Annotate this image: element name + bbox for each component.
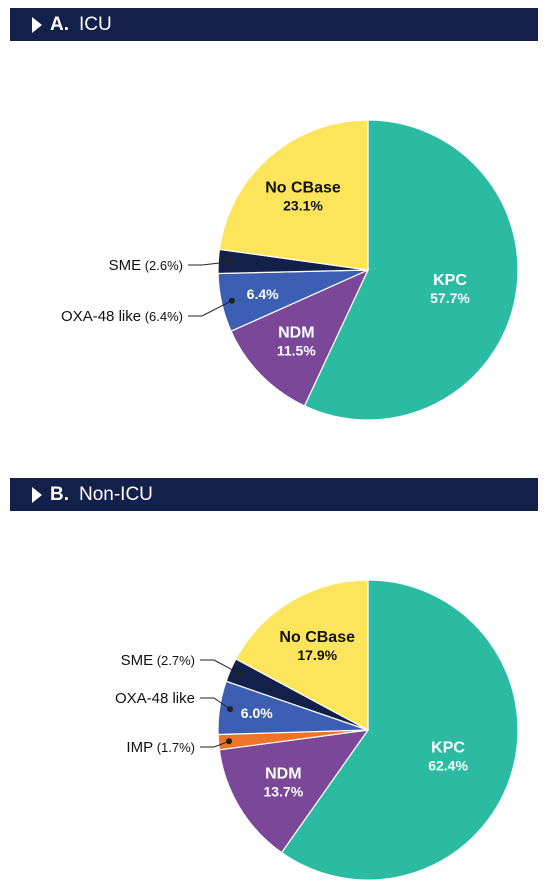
play-triangle-icon [32, 16, 42, 33]
panel-name: Non-ICU [79, 483, 153, 505]
slice-value-label: 6.0% [241, 705, 273, 721]
leader-line-imp [200, 740, 230, 748]
panel-letter: A. [50, 13, 69, 35]
slice-value-label: 13.7% [263, 783, 303, 799]
slice-value-label: 23.1% [283, 197, 323, 213]
external-label-oxa-48-like: OXA-48 like [115, 690, 195, 707]
leader-line-sme [188, 261, 229, 266]
leader-dot-oxa-48-like [227, 706, 234, 713]
leader-line-oxa-48-like [188, 300, 233, 317]
slice-value-label: 17.9% [297, 647, 337, 663]
leader-line-oxa-48-like [200, 697, 231, 710]
slice-name-label: NDM [278, 324, 314, 341]
pie-slice-ndm [230, 268, 370, 407]
slice-name-label: KPC [433, 272, 467, 289]
external-label-oxa-48-like: OXA-48 like (6.4%) [61, 308, 183, 325]
slice-name-label: No CBase [265, 179, 341, 196]
slice-value-label: 62.4% [428, 757, 468, 773]
play-triangle-icon [32, 486, 42, 503]
external-label-sme: SME (2.7%) [121, 652, 195, 669]
leader-line-sme [200, 659, 241, 675]
slice-name-label: KPC [431, 739, 465, 756]
panel-header-non-icu: B. Non-ICU [10, 478, 538, 511]
pie-slice-ndm [218, 729, 370, 854]
slice-value-label: 11.5% [277, 342, 316, 358]
pie-slice-no-cbase [235, 579, 369, 732]
leader-dot-oxa-48-like [228, 297, 235, 304]
pie-slice-kpc [280, 579, 519, 881]
slice-value-label: 6.4% [247, 286, 279, 302]
leader-dot-sme [237, 671, 244, 678]
leader-dot-sme [225, 259, 232, 265]
pie-slice-no-cbase [218, 119, 369, 271]
external-label-imp: IMP (1.7%) [126, 739, 195, 756]
external-label-sme: SME (2.6%) [109, 257, 183, 274]
panel-letter: B. [50, 483, 69, 505]
slice-name-label: NDM [265, 765, 301, 782]
pie-slice-kpc [303, 119, 519, 421]
panel-name: ICU [79, 13, 112, 35]
slice-value-label: 57.7% [430, 290, 470, 306]
leader-dot-imp [226, 738, 232, 745]
slice-name-label: No CBase [279, 629, 355, 646]
panel-header-icu: A. ICU [10, 8, 538, 41]
